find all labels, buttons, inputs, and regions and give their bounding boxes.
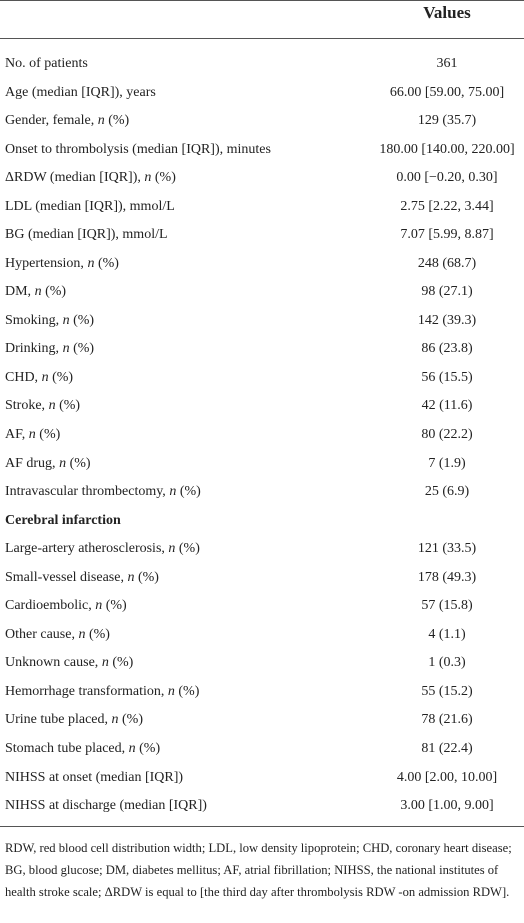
- row-value: 4 (1.1): [428, 626, 466, 642]
- column-header: Values: [423, 3, 471, 22]
- row-value: 142 (39.3): [417, 312, 477, 328]
- row-label: Urine tube placed, n (%): [5, 712, 144, 728]
- row-label: Other cause, n (%): [5, 626, 110, 642]
- row-value: 121 (33.5): [417, 541, 477, 557]
- row-value: 1 (0.3): [428, 655, 466, 671]
- row-value: 80 (22.2): [421, 427, 473, 443]
- row-value: 81 (22.4): [421, 740, 473, 756]
- row-label: No. of patients: [5, 56, 88, 71]
- row-label: LDL (median [IQR]), mmol/L: [5, 198, 175, 214]
- row-label: Gender, female, n (%): [5, 113, 130, 129]
- row-label: Smoking, n (%): [5, 312, 95, 328]
- row-value: 361: [436, 56, 458, 71]
- row-value: 55 (15.2): [421, 683, 473, 699]
- row-label: Drinking, n (%): [5, 341, 95, 357]
- row-label: Unknown cause, n (%): [5, 655, 134, 671]
- row-label: Small-vessel disease, n (%): [5, 569, 159, 585]
- row-value: 86 (23.8): [421, 341, 473, 357]
- row-label: Cardioembolic, n (%): [5, 598, 127, 614]
- row-value: 25 (6.9): [424, 484, 470, 500]
- row-value: 7 (1.9): [428, 455, 466, 471]
- row-label: ΔRDW (median [IQR]), n (%): [5, 170, 176, 186]
- row-label: Hypertension, n (%): [5, 255, 119, 271]
- row-label: BG (median [IQR]), mmol/L: [5, 227, 168, 243]
- row-label: NIHSS at onset (median [IQR]): [5, 769, 184, 785]
- section-label: Cerebral infarction: [5, 512, 121, 528]
- row-value: 42 (11.6): [421, 398, 473, 414]
- row-label: Age (median [IQR]), years: [5, 84, 156, 100]
- row-value: 57 (15.8): [421, 598, 473, 614]
- row-label: AF, n (%): [5, 427, 61, 443]
- row-label: CHD, n (%): [5, 369, 74, 385]
- row-value: 3.00 [1.00, 9.00]: [400, 798, 494, 814]
- row-value: 98 (27.1): [421, 284, 473, 300]
- row-label: Onset to thrombolysis (median [IQR]), mi…: [5, 141, 271, 157]
- row-label: Stroke, n (%): [5, 398, 81, 414]
- row-label: NIHSS at discharge (median [IQR]): [5, 798, 207, 814]
- row-value: 66.00 [59.00, 75.00]: [389, 84, 505, 100]
- row-value: 4.00 [2.00, 10.00]: [396, 769, 498, 785]
- top-rule: [0, 0, 524, 1]
- row-value: 7.07 [5.99, 8.87]: [400, 227, 494, 243]
- row-label: Large-artery atherosclerosis, n (%): [5, 541, 200, 557]
- row-label: Intravascular thrombectomy, n (%): [5, 484, 201, 500]
- row-value: 56 (15.5): [421, 369, 473, 385]
- row-value: 78 (21.6): [421, 712, 473, 728]
- row-label: Stomach tube placed, n (%): [5, 740, 161, 756]
- row-value: 248 (68.7): [417, 255, 477, 271]
- row-value: 180.00 [140.00, 220.00]: [379, 141, 515, 157]
- row-value: 2.75 [2.22, 3.44]: [400, 198, 494, 214]
- row-value: 0.00 [−0.20, 0.30]: [396, 170, 498, 186]
- row-label: Hemorrhage transformation, n (%): [5, 683, 200, 699]
- footnote: RDW, red blood cell distribution width; …: [5, 841, 512, 899]
- row-value: 178 (49.3): [417, 569, 477, 585]
- header-rule: [0, 38, 524, 39]
- row-value: 129 (35.7): [417, 113, 477, 129]
- row-label: DM, n (%): [5, 284, 67, 300]
- row-label: AF drug, n (%): [5, 455, 91, 471]
- bottom-rule: [0, 826, 524, 827]
